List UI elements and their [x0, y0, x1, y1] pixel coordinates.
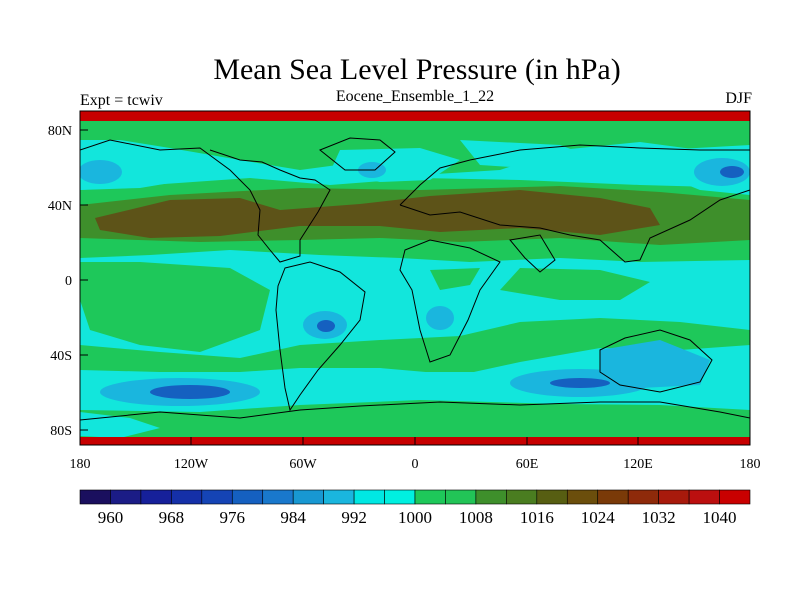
- colorbar-label: 976: [220, 508, 246, 527]
- colorbar-label: 984: [280, 508, 306, 527]
- colorbar-swatch: [140, 489, 172, 505]
- colorbar-swatch: [445, 489, 477, 505]
- lon-tick: 60W: [289, 457, 317, 472]
- ensemble-label: Eocene_Ensemble_1_22: [335, 88, 495, 105]
- colorbar-label: 1040: [703, 508, 737, 527]
- colorbar-swatch: [353, 489, 385, 505]
- colorbar-label: 1008: [459, 508, 493, 527]
- colorbar-swatch: [627, 489, 659, 505]
- season-label: DJF: [725, 90, 752, 107]
- lon-tick: 120E: [623, 457, 653, 472]
- colorbar-label: 1016: [520, 508, 554, 527]
- colorbar-label: 960: [98, 508, 124, 527]
- colorbar-swatch: [506, 489, 538, 505]
- lat-tick: 40N: [48, 199, 72, 214]
- longitude-axis: 180 120W 60W 0 60E 120E 180: [70, 437, 761, 472]
- colorbar-swatch: [597, 489, 629, 505]
- colorbar-swatch: [719, 489, 751, 505]
- colorbar-label: 1000: [398, 508, 432, 527]
- lon-tick: 120W: [174, 457, 209, 472]
- colorbar-label: 992: [341, 508, 367, 527]
- colorbar-swatch: [414, 489, 446, 505]
- colorbar-swatch: [384, 489, 416, 505]
- colorbar-swatch: [323, 489, 355, 505]
- colorbar-swatch: [79, 489, 111, 505]
- experiment-label: Expt = tcwiv: [80, 92, 163, 109]
- lat-tick: 80N: [48, 124, 72, 139]
- north-pole-band: [80, 111, 750, 121]
- lat-tick: 40S: [50, 349, 72, 364]
- colorbar-swatch: [658, 489, 690, 505]
- colorbar-label: 1024: [581, 508, 616, 527]
- colorbar-swatch: [566, 489, 599, 505]
- colorbar-label: 968: [159, 508, 185, 527]
- latitude-axis: 80N 40N 0 40S 80S: [48, 124, 88, 439]
- colorbar: [79, 489, 751, 505]
- lon-tick: 0: [412, 457, 419, 472]
- colorbar-swatch: [201, 489, 233, 505]
- lat-tick: 80S: [50, 424, 72, 439]
- map-field: [80, 111, 750, 445]
- colorbar-labels: 960 968 976 984 992 1000 1008 1016 1024 1032 1040: [98, 508, 737, 527]
- colorbar-swatch: [536, 489, 568, 505]
- lon-tick: 180: [740, 457, 761, 472]
- colorbar-swatch: [475, 489, 507, 505]
- colorbar-label: 1032: [642, 508, 676, 527]
- lat-tick: 0: [65, 274, 72, 289]
- coastlines: [80, 137, 750, 421]
- colorbar-swatch: [262, 489, 294, 505]
- colorbar-swatch: [231, 489, 264, 505]
- lon-tick: 180: [70, 457, 91, 472]
- colorbar-swatch: [110, 489, 142, 505]
- lon-tick: 60E: [516, 457, 539, 472]
- map-title: Mean Sea Level Pressure (in hPa): [213, 53, 621, 86]
- colorbar-swatch: [292, 489, 324, 505]
- colorbar-swatch: [171, 489, 203, 505]
- colorbar-swatch: [688, 489, 720, 505]
